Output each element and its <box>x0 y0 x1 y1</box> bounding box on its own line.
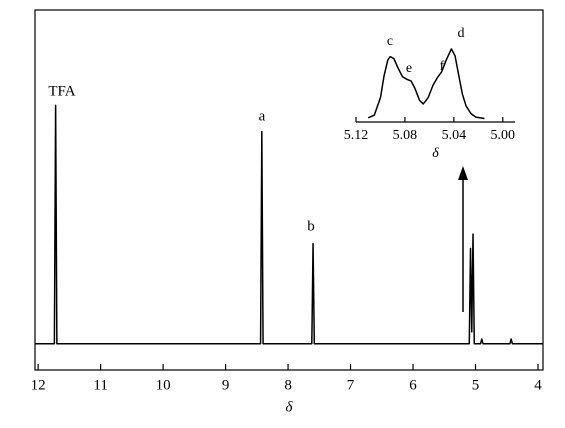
peak-label: e <box>406 61 412 76</box>
x-tick-label: 7 <box>347 377 355 393</box>
x-axis-label: δ <box>286 399 294 415</box>
x-tick-label: 9 <box>222 377 230 393</box>
x-tick-label: 5.04 <box>442 128 467 143</box>
x-tick-label: 5.00 <box>491 128 516 143</box>
spectrum-line <box>367 48 485 120</box>
x-tick-label: 5.12 <box>344 128 369 143</box>
x-tick-label: 5.08 <box>393 128 418 143</box>
x-tick-label: 6 <box>409 377 417 393</box>
x-tick-label: 4 <box>534 377 542 393</box>
x-axis-label: δ <box>432 146 439 161</box>
arrow <box>458 166 468 312</box>
plot-frame <box>34 9 544 371</box>
peak-label: f <box>440 59 445 74</box>
x-tick-label: 12 <box>31 377 46 393</box>
peak-label: a <box>259 108 266 124</box>
peak-label: d <box>458 26 465 41</box>
x-tick-label: 8 <box>284 377 292 393</box>
x-tick-label: 11 <box>93 377 107 393</box>
peak-label: c <box>387 34 393 49</box>
x-tick-label: 10 <box>156 377 171 393</box>
x-tick-label: 5 <box>472 377 480 393</box>
spectrum-line <box>35 104 543 345</box>
peak-label: b <box>307 218 315 234</box>
peak-label: TFA <box>48 83 75 99</box>
